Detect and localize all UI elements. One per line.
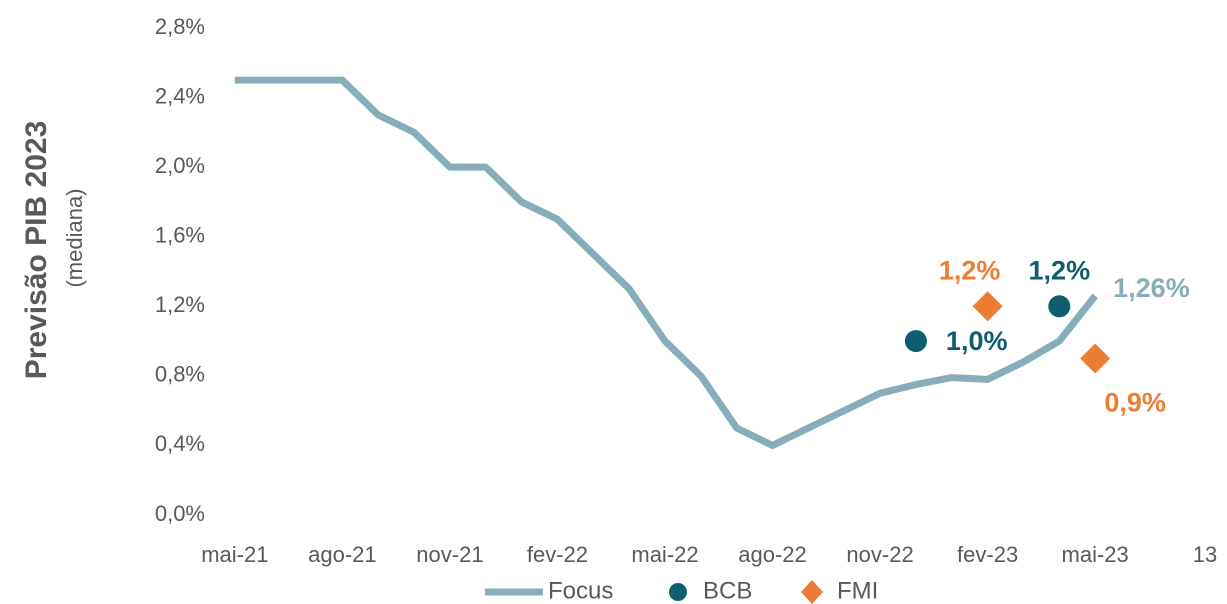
data-label: 1,2% xyxy=(939,255,1001,285)
y-tick-label: 0,0% xyxy=(155,501,205,526)
data-label: 1,26% xyxy=(1113,273,1190,303)
legend-swatch xyxy=(801,580,823,604)
page-number: 13 xyxy=(1193,542,1217,567)
x-tick-label: mai-21 xyxy=(201,542,268,567)
data-label: 1,2% xyxy=(1029,255,1091,285)
legend-label: BCB xyxy=(703,577,752,604)
fmi-point xyxy=(1080,343,1111,374)
x-tick-label: fev-23 xyxy=(957,542,1018,567)
x-tick-label: mai-22 xyxy=(631,542,698,567)
fmi-point xyxy=(972,291,1003,322)
y-tick-label: 2,4% xyxy=(155,83,205,108)
legend-label: FMI xyxy=(837,577,878,604)
x-tick-label: nov-22 xyxy=(846,542,913,567)
y-tick-label: 2,0% xyxy=(155,153,205,178)
x-tick-label: ago-22 xyxy=(738,542,807,567)
y-tick-label: 1,2% xyxy=(155,292,205,317)
y-tick-label: 2,8% xyxy=(155,14,205,39)
y-tick-label: 1,6% xyxy=(155,223,205,248)
focus-line xyxy=(234,76,1098,449)
legend-swatch xyxy=(669,583,687,601)
x-tick-label: fev-22 xyxy=(527,542,588,567)
data-label: 1,0% xyxy=(946,326,1008,356)
y-axis-title: Previsão PIB 2023 xyxy=(20,121,53,380)
x-tick-label: mai-23 xyxy=(1062,542,1129,567)
x-tick-label: nov-21 xyxy=(416,542,483,567)
bcb-point xyxy=(1048,295,1071,318)
y-tick-label: 0,4% xyxy=(155,431,205,456)
y-tick-label: 0,8% xyxy=(155,362,205,387)
y-axis-note: (mediana) xyxy=(62,188,87,287)
data-label: 0,9% xyxy=(1104,388,1166,418)
legend-label: Focus xyxy=(548,577,613,604)
x-tick-label: ago-21 xyxy=(308,542,377,567)
bcb-point xyxy=(904,330,927,353)
